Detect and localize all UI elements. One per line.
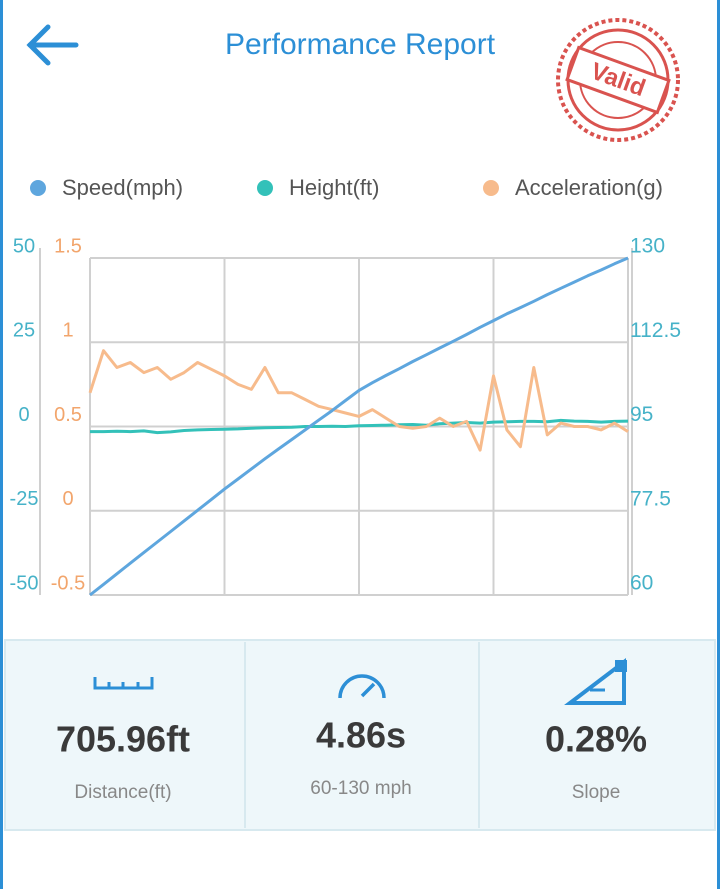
edge — [0, 0, 3, 889]
y3-tick-label: 1.5 — [54, 235, 82, 257]
ruler-icon — [93, 677, 154, 690]
y-tick-label: -25 — [10, 488, 39, 510]
y3-tick-label: 0 — [62, 488, 73, 510]
series-line — [90, 418, 629, 435]
legend-marker — [30, 180, 46, 196]
y2-tick-label: 77.5 — [630, 487, 671, 510]
y2-tick-label: 95 — [630, 403, 653, 426]
legend-label: Acceleration(g) — [515, 175, 663, 200]
legend-label: Height(ft) — [289, 175, 379, 200]
stat-value: 705.96ft — [56, 719, 190, 760]
series-line — [88, 349, 629, 452]
slope-icon — [564, 657, 627, 705]
stats: 705.96ft Distance(ft) 4.86s 60-130 mph 0.28%… — [56, 715, 647, 804]
stat-label: Distance(ft) — [74, 782, 171, 803]
y2-tick-label: 130 — [630, 235, 665, 258]
stat-value: 0.28% — [545, 719, 647, 760]
gauge-icon — [338, 674, 386, 699]
y-tick-label: 0 — [18, 404, 29, 426]
legend-label: Speed(mph) — [62, 175, 183, 200]
stats-panel — [4, 639, 716, 831]
chart: Speed(mph) Height(ft) Acceleration(g) -50 -2… — [10, 175, 681, 597]
y2-tick-label: 60 — [630, 572, 653, 595]
y2-tick-label: 112.5 — [630, 319, 681, 342]
y-tick-label: -50 — [10, 572, 39, 594]
y-tick-label: 25 — [13, 320, 35, 342]
page-title: Performance Report — [225, 28, 496, 61]
series-line — [89, 256, 629, 597]
stat-label: 60-130 mph — [310, 778, 411, 799]
legend-marker — [483, 180, 499, 196]
y-tick-label: 50 — [13, 235, 35, 257]
y3-tick-label: -0.5 — [51, 572, 85, 594]
stat-value: 4.86s — [316, 715, 406, 756]
y3-tick-label: 1 — [62, 320, 73, 342]
stat-label: Slope — [572, 782, 621, 803]
back-button[interactable] — [26, 24, 79, 66]
legend-marker — [257, 180, 273, 196]
y3-tick-label: 0.5 — [54, 404, 82, 426]
edge — [717, 0, 720, 889]
